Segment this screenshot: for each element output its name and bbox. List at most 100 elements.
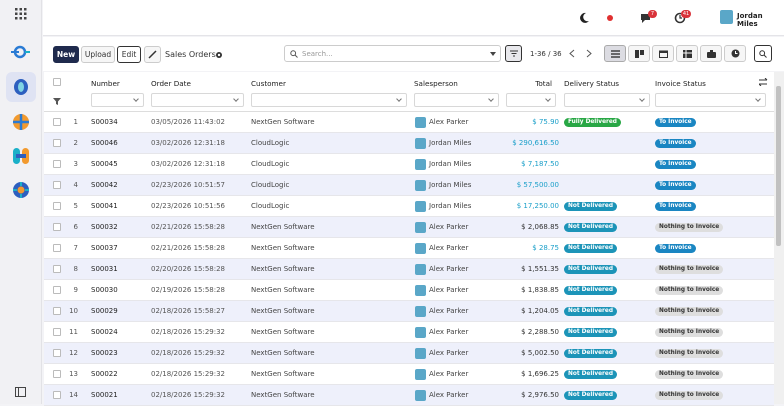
table-row[interactable]	[44, 364, 774, 385]
row-checkbox[interactable]	[53, 202, 61, 210]
column-header[interactable]: Invoice Status	[655, 79, 706, 88]
app-icon[interactable]	[12, 113, 30, 131]
select-all[interactable]	[53, 78, 61, 86]
column-header[interactable]: Delivery Status	[564, 79, 620, 88]
column-filter[interactable]	[655, 93, 766, 107]
calendar-view[interactable]	[652, 45, 674, 62]
kanban-view[interactable]	[628, 45, 650, 62]
activity-view[interactable]	[724, 45, 746, 62]
customer: NextGen Software	[251, 265, 315, 273]
activity-badge: 41	[681, 10, 691, 18]
order-date: 02/23/2026 10:51:56	[151, 202, 226, 210]
upload-button[interactable]: Upload	[81, 46, 115, 63]
search-box[interactable]: Search...	[284, 45, 501, 62]
app-icon[interactable]	[12, 181, 30, 199]
order-number: S00029	[91, 307, 118, 315]
row-checkbox[interactable]	[53, 349, 61, 357]
order-number: S00041	[91, 202, 118, 210]
search-placeholder: Search...	[302, 50, 333, 58]
total: $ 75.90	[532, 118, 559, 126]
order-date: 03/02/2026 12:31:18	[151, 160, 226, 168]
table-row[interactable]	[44, 322, 774, 343]
pager-prev[interactable]	[568, 49, 576, 58]
salesperson-avatar	[415, 390, 426, 401]
apps-icon[interactable]	[15, 8, 27, 20]
column-header[interactable]: Salesperson	[414, 79, 458, 88]
pivot-view[interactable]	[676, 45, 698, 62]
row-checkbox[interactable]	[53, 223, 61, 231]
column-filter[interactable]	[506, 93, 556, 107]
list-view[interactable]	[604, 45, 626, 62]
order-number: S00022	[91, 370, 118, 378]
app-icon[interactable]	[12, 147, 30, 165]
table-row[interactable]	[44, 217, 774, 238]
row-checkbox[interactable]	[53, 244, 61, 252]
pager-next[interactable]	[585, 49, 593, 58]
column-filter[interactable]	[151, 93, 244, 107]
order-date: 02/18/2026 15:29:32	[151, 328, 226, 336]
row-checkbox[interactable]	[53, 118, 61, 126]
total: $ 1,551.35	[521, 265, 559, 273]
customer: NextGen Software	[251, 244, 315, 252]
row-checkbox[interactable]	[53, 370, 61, 378]
toggle-sidebar[interactable]	[15, 387, 26, 397]
salesperson-avatar	[415, 222, 426, 233]
table-row[interactable]	[44, 280, 774, 301]
column-header[interactable]: Number	[91, 79, 120, 88]
salesperson-avatar	[415, 264, 426, 275]
activity-icon[interactable]	[674, 12, 686, 24]
column-filter[interactable]	[251, 93, 407, 107]
column-header[interactable]: Order Date	[151, 79, 191, 88]
search-panel-toggle[interactable]	[754, 45, 772, 62]
filter-toggle[interactable]	[505, 45, 522, 62]
chat-icon[interactable]	[640, 12, 653, 24]
table-row[interactable]	[44, 112, 774, 133]
table-row[interactable]	[44, 238, 774, 259]
order-number: S00032	[91, 223, 118, 231]
user-avatar[interactable]	[720, 10, 733, 24]
salesperson-avatar	[415, 159, 426, 170]
salesperson: Alex Parker	[429, 118, 469, 126]
row-checkbox[interactable]	[53, 286, 61, 294]
brush-button[interactable]	[144, 46, 161, 63]
invoice-status: To Invoice	[655, 139, 696, 148]
optional-columns[interactable]	[759, 78, 768, 86]
invoice-status: Nothing to Invoice	[655, 307, 724, 316]
app-icon[interactable]	[11, 43, 31, 61]
column-filter[interactable]	[564, 93, 650, 107]
row-checkbox[interactable]	[53, 265, 61, 273]
row-checkbox[interactable]	[53, 160, 61, 168]
row-checkbox[interactable]	[53, 307, 61, 315]
table-row[interactable]	[44, 154, 774, 175]
customer: CloudLogic	[251, 160, 290, 168]
table-row[interactable]	[44, 301, 774, 322]
edit-button[interactable]: Edit	[117, 46, 141, 63]
column-header[interactable]: Customer	[251, 79, 286, 88]
user-name[interactable]: Jordan Miles	[737, 12, 763, 28]
table-row[interactable]	[44, 196, 774, 217]
status-dot[interactable]	[606, 14, 614, 22]
new-button[interactable]: New	[53, 46, 79, 63]
invoice-status: Nothing to Invoice	[655, 328, 724, 337]
row-checkbox[interactable]	[53, 139, 61, 147]
salesperson-avatar	[415, 243, 426, 254]
order-number: S00031	[91, 265, 118, 273]
column-filter[interactable]	[91, 93, 144, 107]
table-row[interactable]	[44, 259, 774, 280]
invoice-status: To Invoice	[655, 160, 696, 169]
column-filter[interactable]	[414, 93, 499, 107]
table-row[interactable]	[44, 343, 774, 364]
table-row[interactable]	[44, 133, 774, 154]
total: $ 1,204.05	[521, 307, 559, 315]
column-header[interactable]: Total	[535, 79, 552, 88]
row-checkbox[interactable]	[53, 391, 61, 399]
active-app[interactable]	[6, 72, 36, 102]
row-checkbox[interactable]	[53, 181, 61, 189]
table-row[interactable]	[44, 175, 774, 196]
row-checkbox[interactable]	[53, 328, 61, 336]
theme-toggle[interactable]	[578, 12, 590, 24]
settings-gear[interactable]	[215, 51, 223, 59]
scrollbar[interactable]	[774, 72, 784, 404]
customer: NextGen Software	[251, 223, 315, 231]
graph-view[interactable]	[700, 45, 722, 62]
